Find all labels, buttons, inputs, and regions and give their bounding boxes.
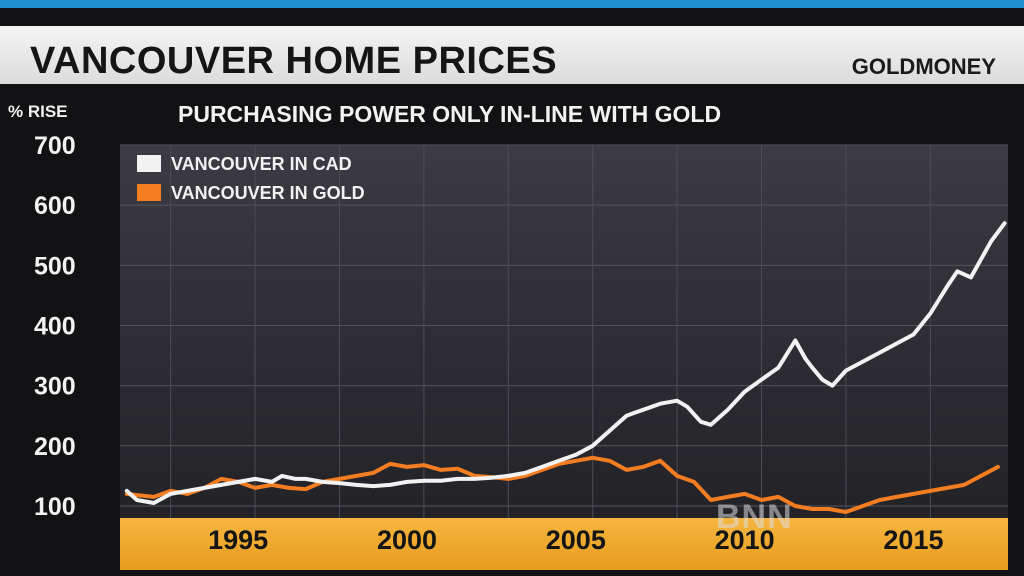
brand-label: GOLDMONEY: [851, 54, 996, 79]
x-tick-label: 2010: [715, 525, 775, 555]
x-tick-labels: 1995 2000 2005 2010 2015: [208, 525, 943, 555]
series-line-cad: [124, 221, 1007, 505]
plot-area: [120, 145, 1008, 518]
x-tick-label: 2015: [883, 525, 943, 555]
y-tick-label: 400: [34, 312, 76, 340]
x-tick-label: 2000: [377, 525, 437, 555]
bnn-watermark: BNN: [716, 498, 793, 536]
x-axis-band: [120, 518, 1008, 570]
title-bar: [0, 26, 1024, 84]
series-line-gold: [124, 455, 1000, 514]
y-tick-label: 700: [34, 132, 76, 160]
x-tick-label: 2005: [546, 525, 606, 555]
y-tick-labels: 100 200 300 400 500 600 700: [34, 132, 76, 521]
gridlines: [120, 144, 1008, 518]
x-tick-label: 1995: [208, 525, 268, 555]
legend-swatch: [137, 184, 161, 201]
y-tick-label: 200: [34, 433, 76, 461]
legend-label: VANCOUVER IN CAD: [171, 154, 352, 174]
y-tick-label: 500: [34, 252, 76, 280]
legend-label: VANCOUVER IN GOLD: [171, 183, 365, 203]
chart-subtitle: PURCHASING POWER ONLY IN-LINE WITH GOLD: [178, 101, 722, 127]
y-tick-label: 600: [34, 192, 76, 220]
series-layer: [124, 221, 1007, 514]
chart-title: VANCOUVER HOME PRICES: [30, 40, 558, 82]
legend: VANCOUVER IN CAD VANCOUVER IN GOLD: [137, 154, 365, 203]
y-axis-label: % RISE: [8, 102, 68, 121]
y-tick-label: 300: [34, 373, 76, 401]
y-tick-label: 100: [34, 493, 76, 521]
legend-swatch: [137, 155, 161, 172]
